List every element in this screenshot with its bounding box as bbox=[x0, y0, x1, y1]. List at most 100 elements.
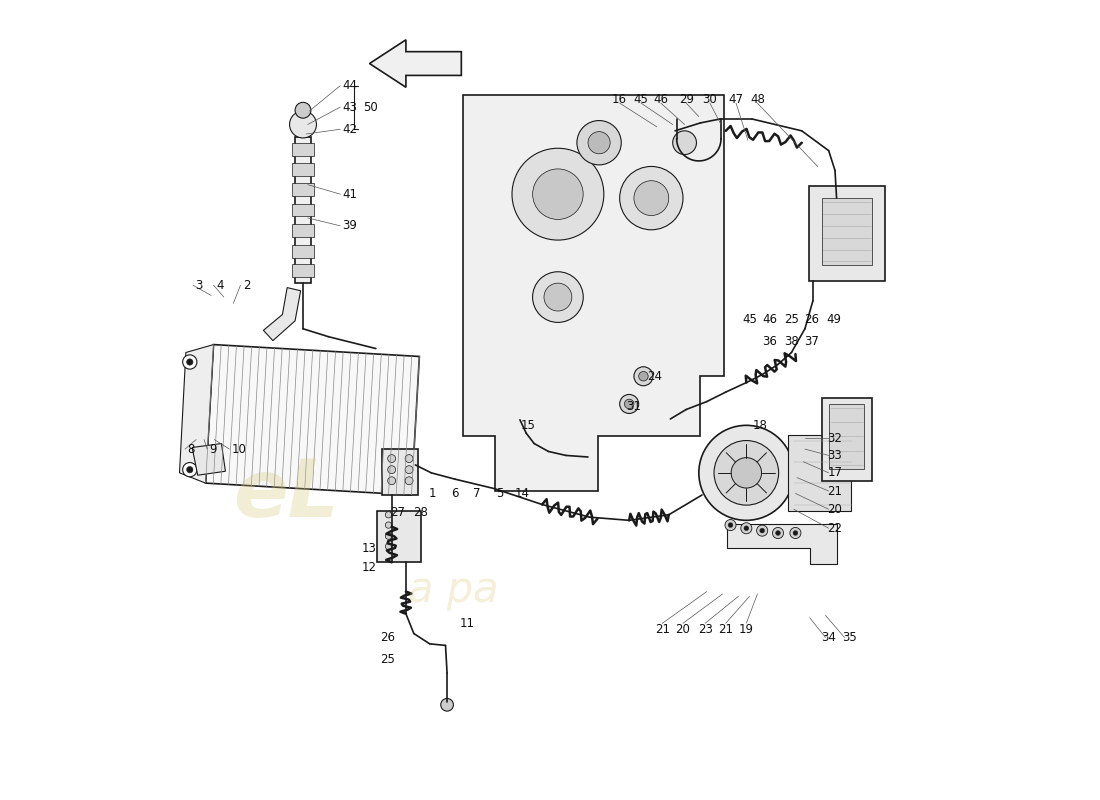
Circle shape bbox=[639, 371, 648, 381]
Text: 46: 46 bbox=[762, 313, 778, 326]
Circle shape bbox=[760, 528, 764, 533]
Bar bbox=[382, 449, 418, 495]
Text: 14: 14 bbox=[515, 487, 530, 500]
Text: 16: 16 bbox=[613, 93, 627, 106]
Polygon shape bbox=[463, 95, 724, 491]
Text: 8: 8 bbox=[187, 442, 195, 455]
Text: 44: 44 bbox=[342, 79, 358, 92]
Circle shape bbox=[772, 527, 783, 538]
Bar bbox=[292, 245, 315, 258]
Text: 21: 21 bbox=[718, 623, 734, 636]
Bar bbox=[292, 143, 315, 156]
Text: 25: 25 bbox=[381, 653, 395, 666]
Text: 21: 21 bbox=[827, 485, 843, 498]
Circle shape bbox=[187, 359, 192, 365]
Circle shape bbox=[405, 454, 412, 462]
Circle shape bbox=[183, 355, 197, 369]
Text: 6: 6 bbox=[451, 487, 459, 500]
Circle shape bbox=[441, 698, 453, 711]
Text: 2: 2 bbox=[243, 278, 251, 292]
Polygon shape bbox=[726, 524, 837, 564]
Circle shape bbox=[387, 477, 396, 485]
Text: 39: 39 bbox=[342, 219, 358, 232]
Text: 41: 41 bbox=[342, 188, 358, 201]
Circle shape bbox=[385, 522, 392, 528]
Text: 5: 5 bbox=[496, 487, 503, 500]
Text: 50: 50 bbox=[363, 101, 378, 114]
Circle shape bbox=[714, 441, 779, 505]
Text: 1: 1 bbox=[429, 487, 437, 500]
Circle shape bbox=[673, 131, 696, 154]
Text: 27: 27 bbox=[390, 506, 406, 519]
Circle shape bbox=[634, 181, 669, 215]
Text: 7: 7 bbox=[473, 487, 481, 500]
Text: 31: 31 bbox=[627, 400, 641, 413]
Polygon shape bbox=[206, 345, 419, 495]
Bar bbox=[822, 398, 872, 481]
Text: 23: 23 bbox=[697, 623, 713, 636]
Polygon shape bbox=[370, 40, 461, 87]
Text: 38: 38 bbox=[784, 335, 799, 348]
Text: 46: 46 bbox=[653, 93, 669, 106]
Text: 30: 30 bbox=[703, 93, 717, 106]
Polygon shape bbox=[179, 345, 213, 483]
Polygon shape bbox=[192, 443, 226, 475]
Text: 42: 42 bbox=[342, 122, 358, 136]
Bar bbox=[292, 204, 315, 216]
Circle shape bbox=[387, 454, 396, 462]
Text: 34: 34 bbox=[822, 631, 836, 644]
Circle shape bbox=[187, 466, 192, 473]
Text: 49: 49 bbox=[826, 313, 840, 326]
Text: 26: 26 bbox=[381, 631, 395, 644]
Text: 35: 35 bbox=[842, 631, 857, 644]
Text: 20: 20 bbox=[675, 623, 691, 636]
Polygon shape bbox=[263, 287, 300, 341]
Text: 17: 17 bbox=[827, 466, 843, 479]
Circle shape bbox=[544, 283, 572, 311]
Text: 47: 47 bbox=[728, 93, 744, 106]
Text: 45: 45 bbox=[634, 93, 649, 106]
Circle shape bbox=[757, 525, 768, 536]
Circle shape bbox=[728, 522, 733, 527]
Circle shape bbox=[385, 543, 392, 550]
Text: 4: 4 bbox=[216, 278, 223, 292]
Text: 20: 20 bbox=[827, 502, 843, 516]
Circle shape bbox=[405, 477, 412, 485]
Bar bbox=[822, 198, 872, 266]
Circle shape bbox=[790, 527, 801, 538]
Text: 9: 9 bbox=[210, 442, 217, 455]
Text: 21: 21 bbox=[654, 623, 670, 636]
Text: 15: 15 bbox=[520, 419, 536, 432]
Text: 24: 24 bbox=[647, 370, 662, 382]
Text: 19: 19 bbox=[739, 623, 754, 636]
Text: 18: 18 bbox=[752, 419, 767, 432]
Circle shape bbox=[512, 148, 604, 240]
Text: 29: 29 bbox=[679, 93, 694, 106]
Text: 43: 43 bbox=[342, 101, 358, 114]
Circle shape bbox=[405, 466, 412, 474]
Text: 12: 12 bbox=[362, 562, 377, 574]
Circle shape bbox=[744, 526, 749, 530]
Text: 36: 36 bbox=[762, 335, 778, 348]
Circle shape bbox=[740, 522, 752, 534]
Circle shape bbox=[588, 132, 610, 154]
Bar bbox=[292, 163, 315, 176]
Bar bbox=[295, 137, 311, 283]
Circle shape bbox=[387, 466, 396, 474]
Circle shape bbox=[619, 394, 639, 414]
Text: 13: 13 bbox=[362, 542, 377, 555]
Circle shape bbox=[776, 530, 780, 535]
Bar bbox=[292, 183, 315, 196]
Circle shape bbox=[295, 102, 311, 118]
Text: 10: 10 bbox=[232, 442, 246, 455]
Text: 3: 3 bbox=[196, 278, 202, 292]
Text: 28: 28 bbox=[412, 506, 428, 519]
Circle shape bbox=[385, 533, 392, 539]
Text: 33: 33 bbox=[827, 449, 843, 462]
Text: 32: 32 bbox=[827, 431, 843, 445]
Circle shape bbox=[634, 366, 653, 386]
Circle shape bbox=[793, 530, 798, 535]
Bar bbox=[377, 511, 421, 562]
Bar bbox=[292, 224, 315, 237]
Text: eL: eL bbox=[233, 456, 339, 534]
